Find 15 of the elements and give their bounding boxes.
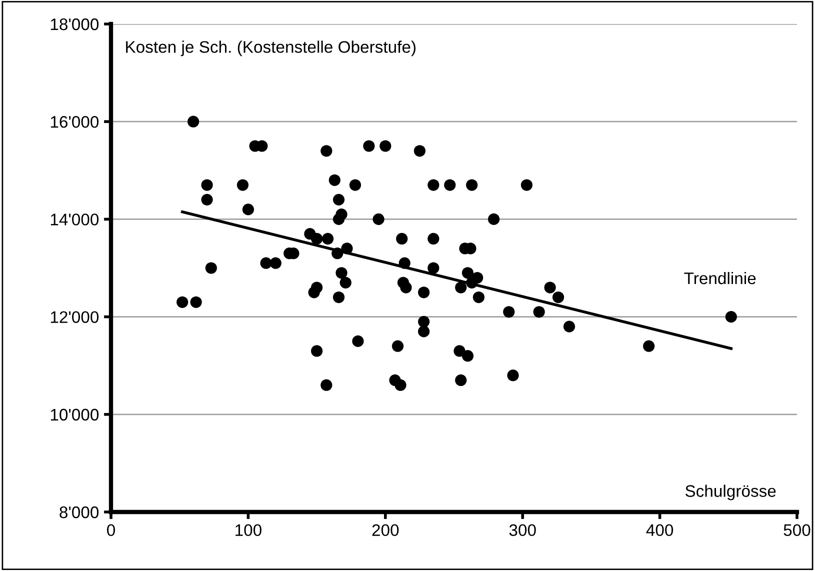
y-tick-label: 14'000: [50, 214, 99, 226]
y-tick-label: 8'000: [60, 506, 99, 518]
y-axis-title: Kosten je Sch. (Kostenstelle Oberstufe): [126, 40, 416, 56]
x-tick-label: 100: [236, 524, 262, 536]
x-tick-label: 500: [784, 524, 810, 536]
x-tick-label: 300: [509, 524, 536, 536]
x-tick-label: 400: [646, 524, 674, 536]
annotation: Trendlinie: [684, 272, 756, 284]
x-axis-title: Schulgrösse: [685, 484, 776, 500]
x-tick-label: 200: [372, 524, 399, 536]
y-tick-label: 10'000: [50, 408, 99, 421]
y-tick-label: 12'000: [50, 311, 99, 324]
y-tick-label: 16'000: [50, 116, 99, 128]
y-tick-label: 18'000: [50, 18, 99, 30]
x-tick-label: 0: [107, 524, 115, 536]
